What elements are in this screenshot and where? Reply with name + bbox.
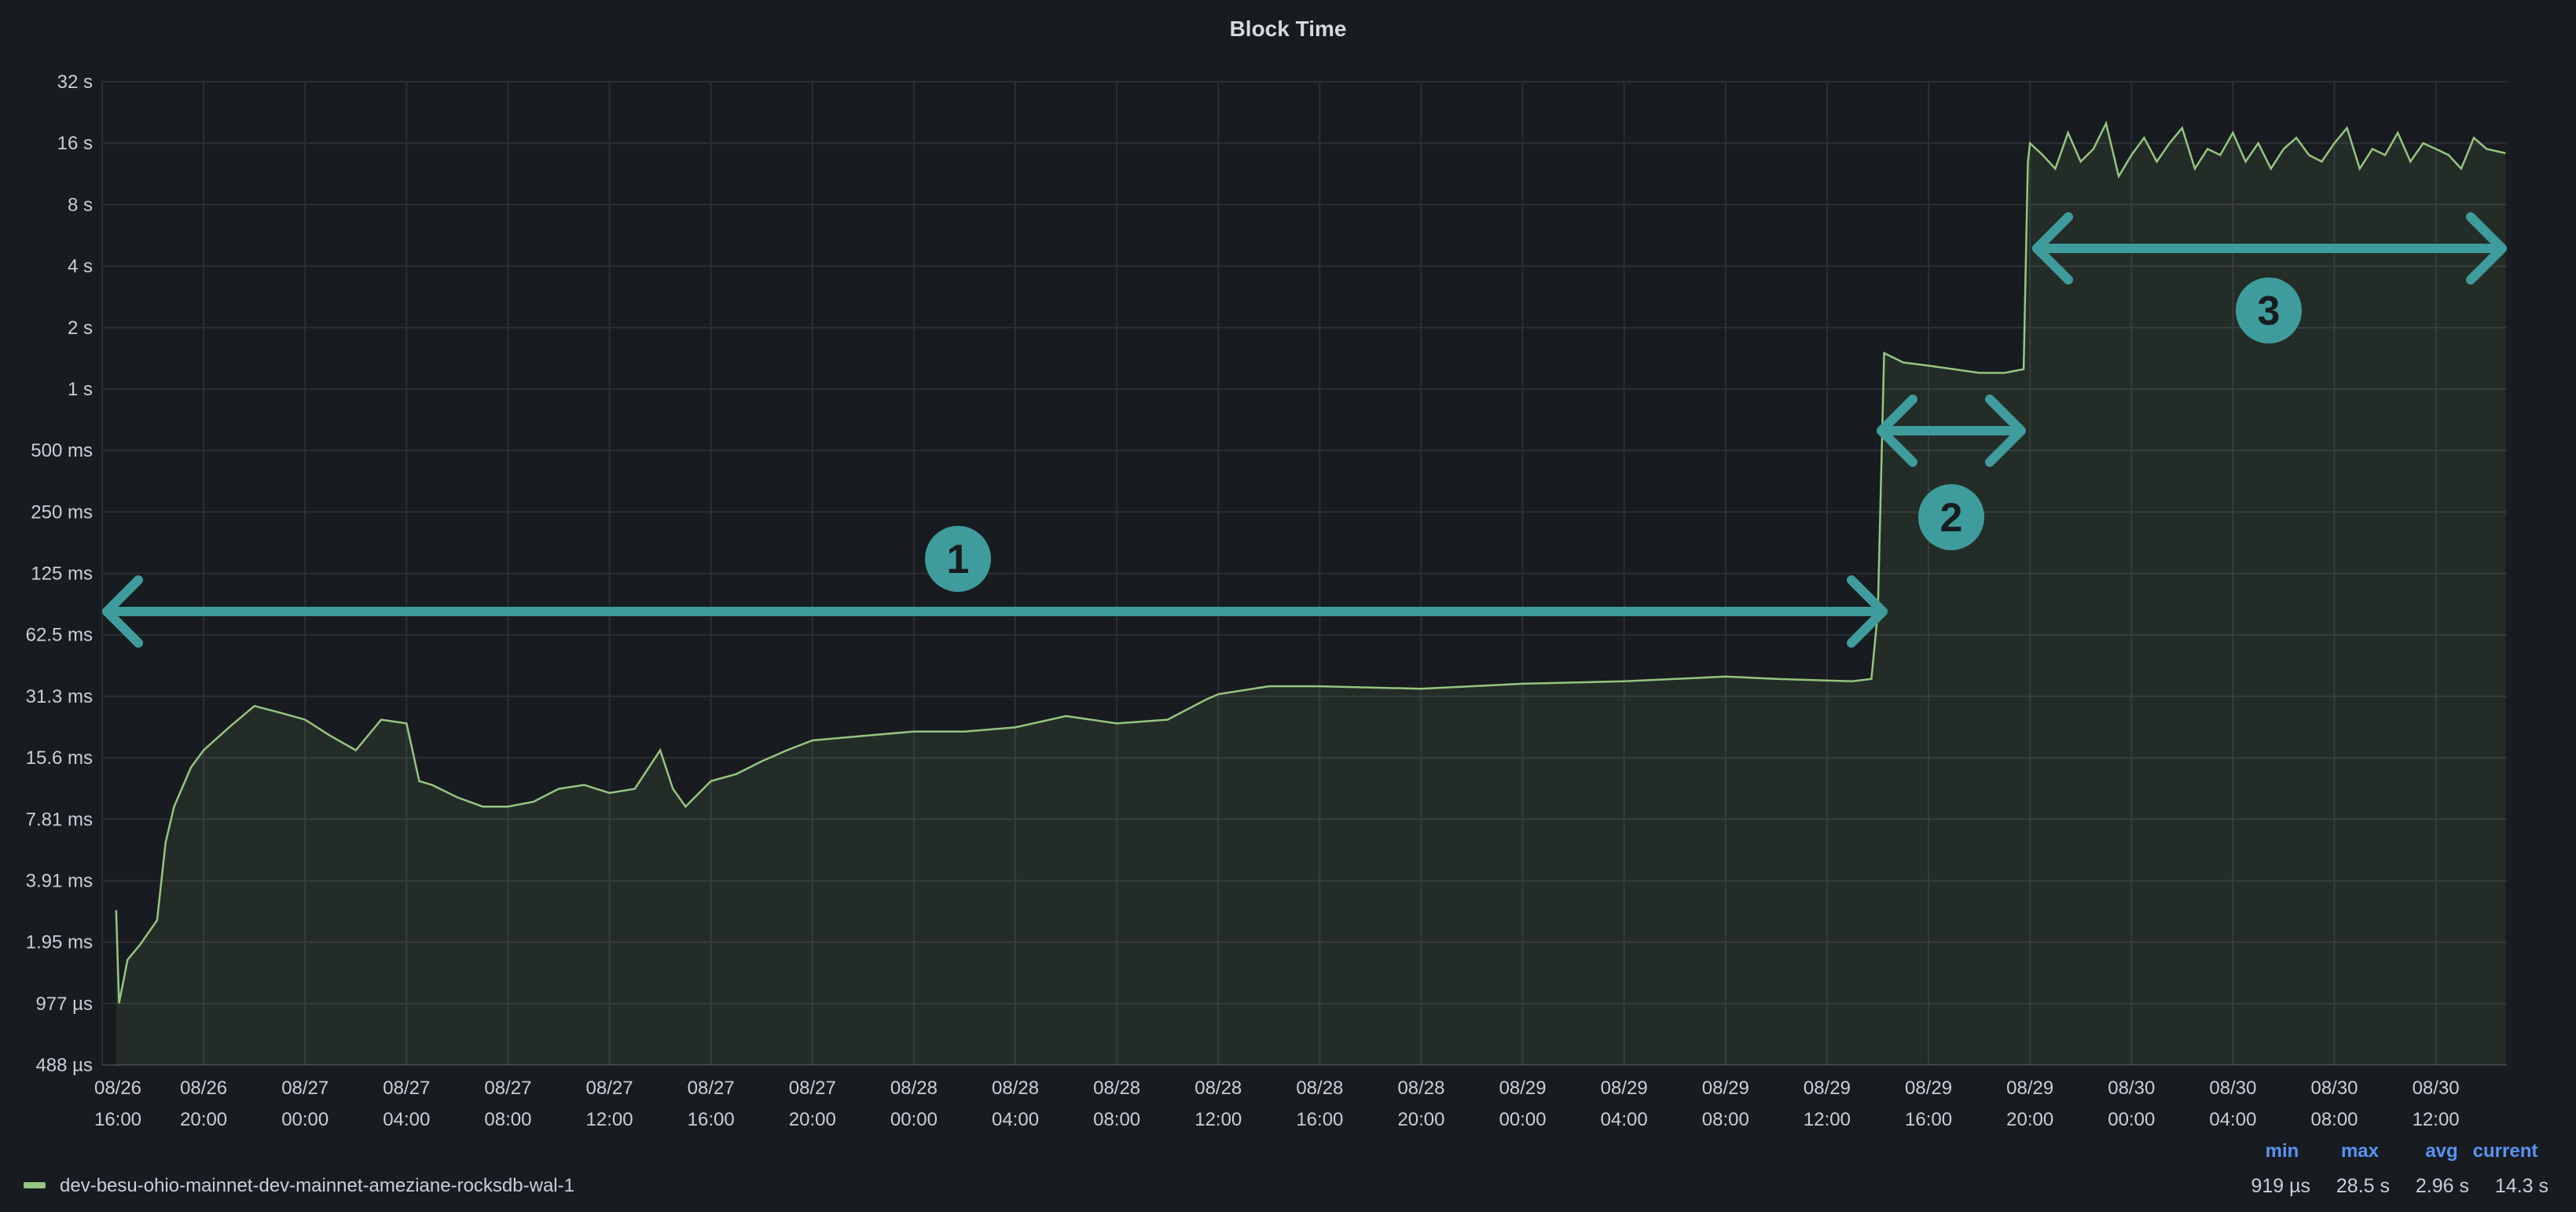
stat-header-current[interactable]: current	[2473, 1140, 2538, 1162]
y-axis: 488 µs 977 µs 1.95 ms 3.91 ms 7.81 ms 15.6 ms…	[26, 72, 93, 1076]
x-tick-time: 08:00	[1702, 1109, 1749, 1130]
annotation-badge	[925, 526, 991, 592]
x-tick-time: 12:00	[586, 1109, 633, 1130]
x-tick-date: 08/29	[1905, 1078, 1952, 1099]
series-fill	[116, 123, 2506, 1065]
y-tick-label: 62.5 ms	[26, 625, 93, 646]
x-tick-date: 08/28	[1296, 1078, 1343, 1099]
x-tick-time: 08:00	[484, 1109, 531, 1130]
legend-series-name[interactable]: dev-besu-ohio-mainnet-dev-mainnet-amezia…	[60, 1175, 574, 1196]
y-tick-label: 125 ms	[31, 564, 93, 585]
x-tick-time: 12:00	[1194, 1109, 1242, 1130]
x-tick-date: 08/29	[1499, 1078, 1547, 1099]
x-tick-date: 08/28	[1194, 1078, 1242, 1099]
legend: dev-besu-ohio-mainnet-dev-mainnet-amezia…	[24, 1140, 2548, 1197]
x-tick-time: 12:00	[1804, 1109, 1851, 1130]
x-tick-date: 08/26	[180, 1078, 227, 1099]
y-tick-label: 8 s	[68, 194, 93, 215]
x-tick-time: 16:00	[94, 1109, 141, 1130]
x-tick-date: 08/27	[688, 1078, 735, 1099]
x-tick-time: 08:00	[1093, 1109, 1140, 1130]
x-tick-date: 08/29	[1804, 1078, 1851, 1099]
x-tick-date: 08/30	[2310, 1078, 2358, 1099]
x-tick-time: 16:00	[688, 1109, 735, 1130]
stat-value-current: 14.3 s	[2495, 1175, 2548, 1197]
x-tick-time: 20:00	[1397, 1109, 1444, 1130]
x-tick-date: 08/27	[383, 1078, 430, 1099]
stat-value-min: 919 µs	[2251, 1175, 2310, 1197]
stat-header-avg[interactable]: avg	[2425, 1140, 2457, 1162]
x-tick-time: 12:00	[2413, 1109, 2460, 1130]
x-tick-time: 00:00	[2108, 1109, 2155, 1130]
annotation-arrow-2	[1877, 395, 2026, 467]
x-tick-time: 00:00	[1499, 1109, 1547, 1130]
grid	[101, 81, 2507, 1066]
y-tick-label: 15.6 ms	[26, 747, 93, 769]
y-tick-label: 977 µs	[35, 993, 93, 1015]
x-tick-date: 08/27	[789, 1078, 836, 1099]
x-tick-date: 08/30	[2413, 1078, 2460, 1099]
x-tick-time: 16:00	[1905, 1109, 1952, 1130]
annotation-badge	[1918, 484, 1984, 550]
x-axis: 08/26 16:00 08/26 20:00 08/27 00:00 08/27 04:00…	[94, 1078, 2460, 1130]
x-tick-date: 08/27	[586, 1078, 633, 1099]
x-tick-date: 08/29	[1702, 1078, 1749, 1099]
x-tick-date: 08/26	[94, 1078, 141, 1099]
x-tick-date: 08/28	[992, 1078, 1039, 1099]
y-tick-label: 3.91 ms	[26, 870, 93, 891]
x-tick-date: 08/27	[281, 1078, 328, 1099]
x-tick-time: 04:00	[2209, 1109, 2256, 1130]
y-tick-label: 7.81 ms	[26, 809, 93, 830]
y-tick-label: 500 ms	[31, 440, 93, 461]
x-tick-date: 08/29	[1601, 1078, 1648, 1099]
x-tick-time: 08:00	[2310, 1109, 2358, 1130]
y-tick-label: 1.95 ms	[26, 932, 93, 953]
series-line	[115, 120, 2506, 1004]
x-tick-date: 08/28	[1093, 1078, 1140, 1099]
annotation-label: 2	[1940, 495, 1963, 541]
series-area	[115, 120, 2506, 1065]
x-tick-time: 00:00	[281, 1109, 328, 1130]
x-tick-time: 20:00	[2006, 1109, 2053, 1130]
x-tick-date: 08/28	[890, 1078, 938, 1099]
annotation-label: 1	[947, 537, 970, 582]
y-tick-label: 31.3 ms	[26, 686, 93, 707]
x-tick-time: 20:00	[789, 1109, 836, 1130]
annotation-badge	[2236, 277, 2302, 343]
stat-value-max: 28.5 s	[2336, 1175, 2390, 1197]
y-tick-label: 488 µs	[35, 1055, 93, 1076]
legend-series-swatch	[24, 1182, 46, 1188]
x-tick-time: 04:00	[1601, 1109, 1648, 1130]
x-tick-time: 20:00	[180, 1109, 227, 1130]
x-tick-date: 08/30	[2108, 1078, 2155, 1099]
y-tick-label: 32 s	[57, 72, 93, 93]
x-tick-time: 00:00	[890, 1109, 938, 1130]
stat-value-avg: 2.96 s	[2416, 1175, 2469, 1197]
annotation-label: 3	[2258, 288, 2281, 334]
x-tick-time: 04:00	[383, 1109, 430, 1130]
x-tick-date: 08/29	[2006, 1078, 2053, 1099]
x-tick-time: 04:00	[992, 1109, 1039, 1130]
y-tick-label: 4 s	[68, 256, 93, 277]
y-tick-label: 16 s	[57, 133, 93, 154]
annotations: 1 2 3	[102, 212, 2507, 648]
stat-header-min[interactable]: min	[2266, 1140, 2299, 1162]
x-tick-time: 16:00	[1296, 1109, 1343, 1130]
annotation-arrow-3	[2032, 212, 2507, 285]
x-tick-date: 08/27	[484, 1078, 531, 1099]
stat-header-max[interactable]: max	[2341, 1140, 2380, 1162]
y-tick-label: 1 s	[68, 379, 93, 400]
x-tick-date: 08/30	[2209, 1078, 2256, 1099]
y-tick-label: 2 s	[68, 318, 93, 339]
annotation-arrow-1	[102, 575, 1888, 648]
panel-title[interactable]: Block Time	[1230, 17, 1347, 41]
x-tick-date: 08/28	[1397, 1078, 1444, 1099]
y-tick-label: 250 ms	[31, 501, 93, 523]
